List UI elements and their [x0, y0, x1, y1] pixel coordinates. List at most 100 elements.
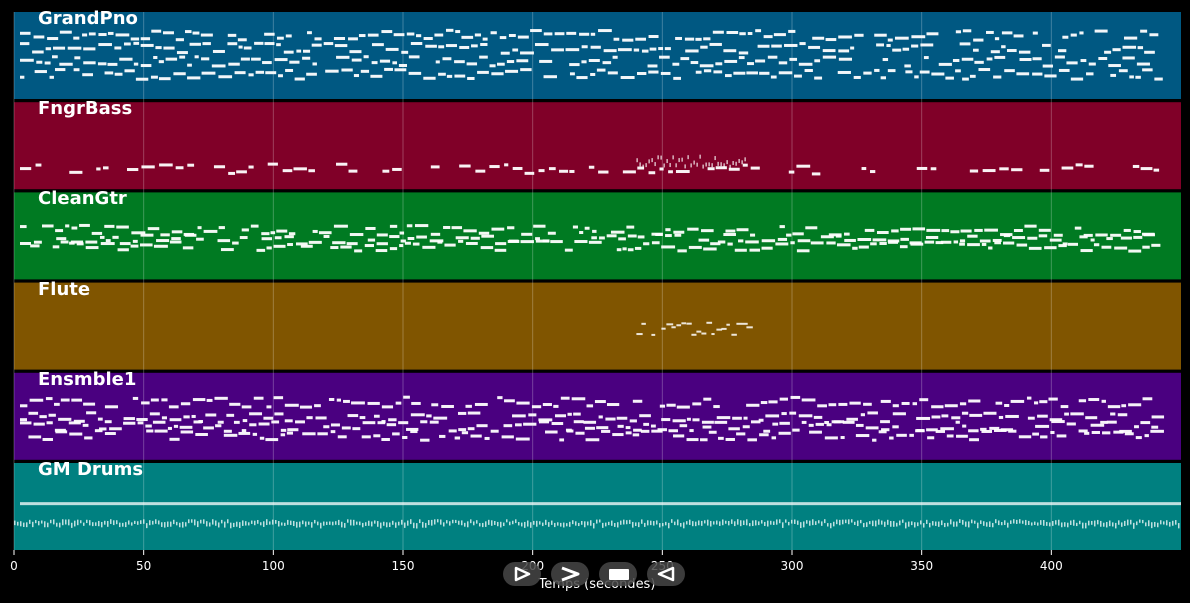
note [583, 420, 597, 424]
note [103, 166, 109, 170]
note [154, 429, 168, 433]
note [746, 71, 758, 75]
note [808, 45, 821, 49]
note [1053, 233, 1063, 237]
play-button[interactable] [503, 562, 541, 586]
note [284, 235, 294, 239]
track-band-2 [14, 192, 1181, 280]
drum-hit [629, 519, 631, 524]
note [153, 55, 158, 59]
drum-hit [452, 519, 454, 524]
note [521, 232, 533, 236]
note [314, 404, 321, 408]
note [276, 229, 288, 233]
drum-hit [971, 519, 973, 524]
note [1140, 167, 1153, 171]
note [633, 48, 640, 52]
note [1128, 403, 1142, 407]
note [804, 69, 813, 73]
drum-hit [161, 522, 163, 527]
x-tick-label: 300 [780, 559, 804, 573]
note [701, 420, 714, 424]
note [846, 417, 858, 421]
drum-hit [947, 522, 949, 527]
note [105, 239, 111, 243]
note [1034, 401, 1039, 405]
drum-hit [917, 522, 919, 527]
note [343, 399, 350, 403]
drum-hit [176, 521, 178, 526]
drum-hit [908, 521, 910, 527]
stop-button[interactable] [599, 562, 637, 586]
note [1075, 163, 1083, 167]
note [46, 421, 53, 425]
note [1078, 429, 1088, 433]
note [994, 55, 1006, 59]
drum-hit [959, 519, 961, 523]
note [736, 228, 749, 232]
bass-solo-note [741, 160, 743, 165]
note [974, 228, 983, 232]
note [506, 60, 515, 64]
drum-hit [20, 521, 22, 527]
note [1032, 72, 1043, 76]
note [959, 402, 967, 406]
note [1144, 434, 1149, 438]
flute-note [636, 333, 643, 336]
note [911, 44, 919, 48]
note [389, 224, 398, 228]
note [99, 235, 105, 239]
note [104, 405, 119, 409]
note [554, 32, 565, 36]
note [407, 237, 415, 241]
note [999, 167, 1009, 171]
note [1067, 242, 1079, 246]
drum-hit [998, 520, 1000, 526]
note [1108, 64, 1121, 68]
note [176, 51, 188, 55]
note [100, 242, 115, 246]
note [160, 233, 170, 237]
note [968, 399, 981, 403]
note [455, 30, 461, 34]
note [476, 424, 488, 428]
note [1101, 245, 1112, 249]
note [361, 435, 371, 439]
note [610, 230, 625, 234]
drum-hit [416, 523, 418, 529]
drum-hit [773, 521, 775, 525]
note [515, 423, 522, 427]
track-band-0 [14, 12, 1181, 99]
note [189, 42, 201, 46]
note [284, 419, 293, 423]
drum-hit [656, 520, 658, 525]
rewind-button[interactable] [647, 562, 685, 586]
note [842, 420, 855, 424]
note [478, 231, 490, 235]
note [398, 63, 407, 67]
note [104, 224, 115, 228]
note [169, 418, 182, 422]
note [849, 401, 861, 405]
drum-hit [257, 519, 259, 524]
note [161, 416, 167, 420]
note [97, 417, 103, 421]
note [1151, 415, 1165, 419]
track-label: GM Drums [38, 459, 144, 480]
note [786, 233, 792, 237]
note [728, 427, 740, 431]
note [109, 427, 122, 431]
drum-hit [770, 520, 772, 525]
drum-hit [560, 522, 562, 527]
note [467, 76, 475, 80]
drum-hit [437, 519, 439, 523]
note [814, 76, 823, 80]
note [1038, 228, 1051, 232]
fast-forward-button[interactable] [551, 562, 589, 586]
drum-hit [308, 521, 310, 525]
note [627, 248, 634, 252]
drum-hit [674, 521, 676, 526]
drum-hit [155, 519, 157, 524]
drum-hit [254, 520, 256, 526]
note [446, 74, 453, 78]
